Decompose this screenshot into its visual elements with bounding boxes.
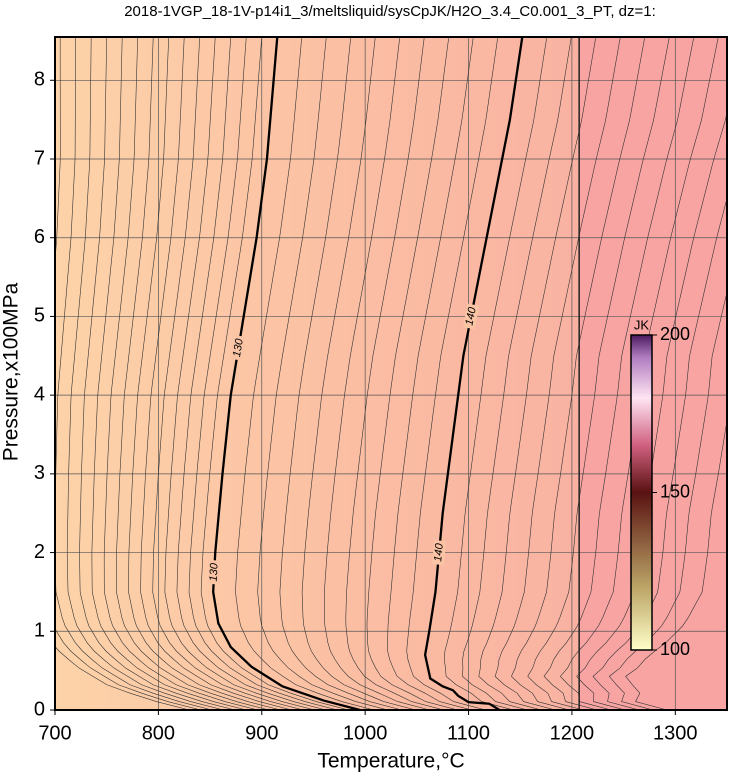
minor-contour: [301, 37, 416, 710]
minor-contour: [406, 37, 499, 710]
minor-contour: [345, 37, 444, 710]
minor-contour: [140, 37, 292, 710]
x-tick-label: 700: [38, 722, 71, 744]
x-tick-label: 900: [245, 722, 278, 744]
y-axis-label: Pressure,x100MPa: [0, 282, 23, 461]
x-tick-label: 1100: [447, 722, 490, 744]
minor-contour: [200, 37, 349, 710]
contour-label-bg: [462, 303, 480, 330]
minor-contour: [608, 290, 727, 710]
contour-label-bg: [432, 540, 447, 566]
minor-contour: [511, 37, 646, 710]
colorbar: JK 100 150 200: [630, 317, 690, 659]
x-axis-label: Temperature,°C: [317, 750, 464, 773]
x-tick-label: 1000: [343, 722, 388, 744]
x-tick-label: 800: [142, 722, 175, 744]
minor-contour: [462, 37, 572, 710]
minor-contour: [55, 37, 213, 710]
colorbar-scale: [630, 334, 653, 651]
minor-contour: [494, 37, 621, 710]
chart-title: 2018-1VGP_18-1V-p14i1_3/meltsliquid/sysC…: [124, 3, 656, 20]
contour-label: 140: [432, 542, 446, 562]
minor-contour: [176, 37, 326, 710]
contour-label: 130: [208, 562, 221, 582]
minor-contour: [257, 37, 388, 710]
y-tick-label: 6: [34, 226, 45, 248]
minor-contour: [543, 37, 695, 710]
minor-contour: [235, 37, 375, 710]
minor-contour: [366, 37, 458, 710]
contour-label-group: 140: [462, 303, 480, 330]
colorbar-label: JK: [634, 317, 650, 332]
contour-label-bg: [207, 559, 221, 585]
x-tick-label: 1200: [550, 722, 595, 744]
colorbar-tick-label: 100: [660, 639, 690, 659]
minor-contour: [387, 37, 474, 710]
minor-contour: [91, 37, 247, 710]
contour-label-group: 130: [207, 559, 221, 585]
contour-label-group: 130: [230, 335, 247, 361]
y-tick-label: 7: [34, 147, 45, 169]
minor-contour: [164, 37, 315, 710]
plot-area: 130 130 140 140: [55, 37, 727, 710]
y-tick-label: 5: [34, 305, 45, 327]
field-region: [579, 37, 727, 710]
contour-label: 140: [463, 305, 478, 326]
contour-label: 130: [231, 337, 246, 358]
y-tick-label: 1: [34, 620, 45, 642]
contour-label-bg: [230, 335, 247, 361]
contour-label-group: 140: [432, 540, 447, 566]
y-tick-label: 2: [34, 541, 45, 563]
minor-contour: [103, 37, 258, 710]
plot-frame: [54, 36, 728, 711]
x-tick-label: 1300: [653, 722, 698, 744]
y-tick-label: 0: [34, 698, 45, 720]
minor-contour: [66, 37, 224, 710]
minor-contour: [188, 37, 338, 710]
minor-contour: [527, 37, 670, 710]
y-tick-label: 4: [34, 383, 45, 405]
minor-contour: [279, 37, 402, 710]
minor-contour: [152, 37, 304, 710]
minor-contour: [444, 37, 548, 710]
contour-line: [423, 37, 524, 710]
minor-contour: [128, 37, 281, 710]
minor-contour: [79, 37, 235, 710]
minor-contour: [625, 418, 727, 710]
minor-contour: [55, 37, 201, 710]
minor-contour: [592, 197, 727, 710]
minor-contour: [324, 37, 430, 710]
y-tick-label: 3: [34, 462, 45, 484]
minor-contour: [116, 37, 270, 710]
y-tick-label: 8: [34, 69, 45, 91]
minor-contour: [478, 37, 597, 710]
colorbar-tick-label: 200: [660, 324, 690, 344]
colorbar-tick-label: 150: [660, 481, 690, 501]
